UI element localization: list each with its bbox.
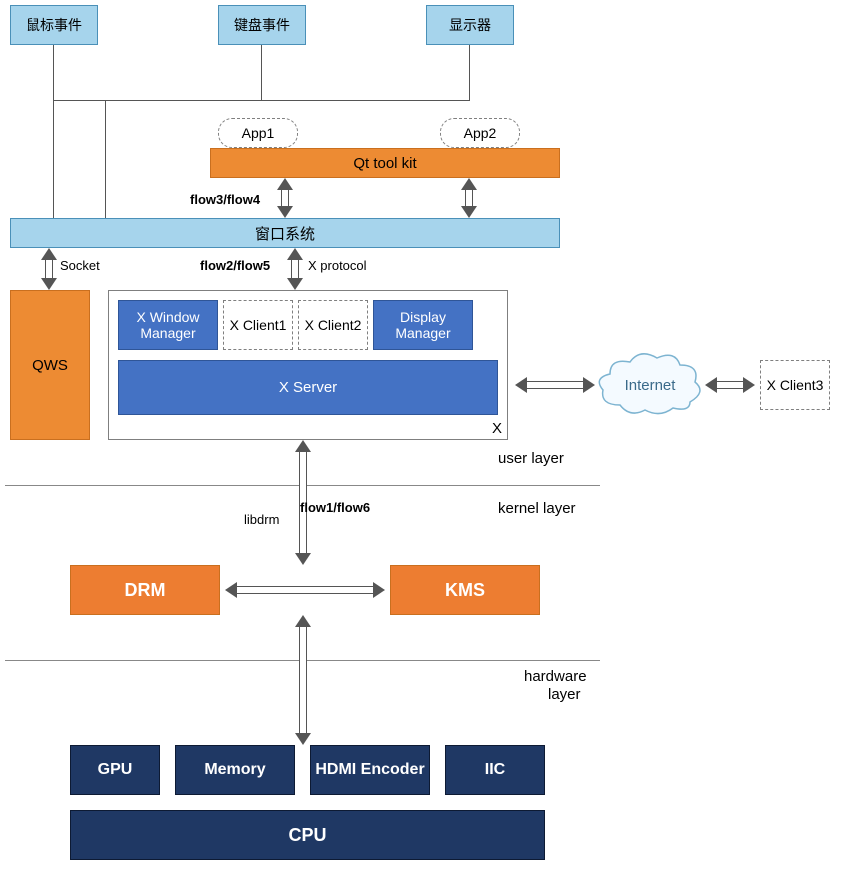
x-client3-box: X Client3 [760, 360, 830, 410]
display-box: 显示器 [426, 5, 514, 45]
conn-top-horizontal [53, 100, 470, 101]
arrow-flow25 [288, 248, 302, 290]
arrow-kernel-hw [296, 615, 310, 745]
arrow-x-internet [515, 378, 595, 392]
conn-keyboard-down [261, 45, 262, 101]
x-window-manager-box: X Window Manager [118, 300, 218, 350]
internet-cloud: Internet [595, 350, 705, 420]
qt-toolkit-box: Qt tool kit [210, 148, 560, 178]
label-hardware-layer-1: hardware [524, 668, 587, 685]
label-xprotocol: X protocol [308, 258, 367, 273]
window-system-box: 窗口系统 [10, 218, 560, 248]
x-server-box: X Server [118, 360, 498, 415]
mouse-event-box: 鼠标事件 [10, 5, 98, 45]
hdmi-encoder-box: HDMI Encoder [310, 745, 430, 795]
drm-box: DRM [70, 565, 220, 615]
iic-box: IIC [445, 745, 545, 795]
conn-mid-down [105, 100, 106, 218]
x-client2-box: X Client2 [298, 300, 368, 350]
arrow-flow34-left [278, 178, 292, 218]
label-flow16: flow1/flow6 [300, 500, 370, 515]
label-flow34: flow3/flow4 [190, 192, 260, 207]
x-container-label: X [492, 420, 502, 437]
label-socket: Socket [60, 258, 100, 273]
memory-box: Memory [175, 745, 295, 795]
arrow-flow34-right [462, 178, 476, 218]
label-libdrm: libdrm [244, 512, 279, 527]
display-manager-box: Display Manager [373, 300, 473, 350]
arrow-internet-client3 [705, 378, 755, 392]
cpu-box: CPU [70, 810, 545, 860]
label-kernel-layer: kernel layer [498, 500, 576, 517]
arrow-socket [42, 248, 56, 290]
internet-label: Internet [625, 377, 676, 394]
conn-display-down [469, 45, 470, 101]
label-hardware-layer-2: layer [548, 686, 581, 703]
label-user-layer: user layer [498, 450, 564, 467]
arrow-drm-kms [225, 583, 385, 597]
gpu-box: GPU [70, 745, 160, 795]
app1-box: App1 [218, 118, 298, 148]
x-client1-box: X Client1 [223, 300, 293, 350]
label-flow25: flow2/flow5 [200, 258, 270, 273]
qws-box: QWS [10, 290, 90, 440]
conn-mouse-down [53, 45, 54, 218]
kms-box: KMS [390, 565, 540, 615]
app2-box: App2 [440, 118, 520, 148]
keyboard-event-box: 键盘事件 [218, 5, 306, 45]
